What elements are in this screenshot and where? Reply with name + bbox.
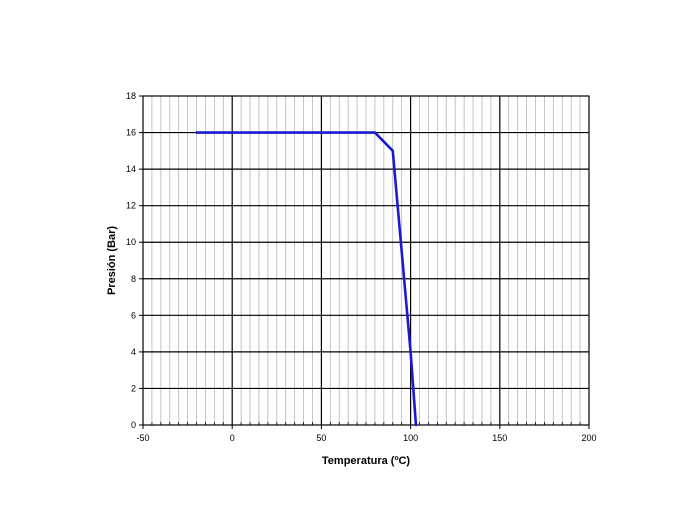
y-tick-label: 14: [126, 164, 136, 174]
y-tick-label: 0: [131, 420, 136, 430]
y-tick-label: 6: [131, 310, 136, 320]
x-tick-label: -50: [136, 433, 149, 443]
y-tick-labels: 0 2 4 6 8 10 12 14 16 18: [126, 91, 136, 430]
x-tick-label: 200: [581, 433, 596, 443]
y-tick-label: 12: [126, 201, 136, 211]
y-tick-label: 8: [131, 274, 136, 284]
y-tick-label: 18: [126, 91, 136, 101]
x-tick-labels: -50 0 50 100 150 200: [136, 433, 596, 443]
y-axis-title: Presión (Bar): [106, 226, 118, 295]
minor-grid: [151, 96, 581, 425]
y-tick-label: 4: [131, 347, 136, 357]
y-tick-label: 2: [131, 383, 136, 393]
y-tick-label: 10: [126, 237, 136, 247]
x-axis-title: Temperatura (ºC): [322, 455, 410, 467]
series-layer: [195, 131, 418, 427]
x-tick-label: 0: [230, 433, 235, 443]
axis-ticks: [139, 95, 590, 429]
x-tick-label: 100: [403, 433, 418, 443]
y-tick-label: 16: [126, 128, 136, 138]
x-tick-label: 50: [316, 433, 326, 443]
x-tick-label: 150: [492, 433, 507, 443]
